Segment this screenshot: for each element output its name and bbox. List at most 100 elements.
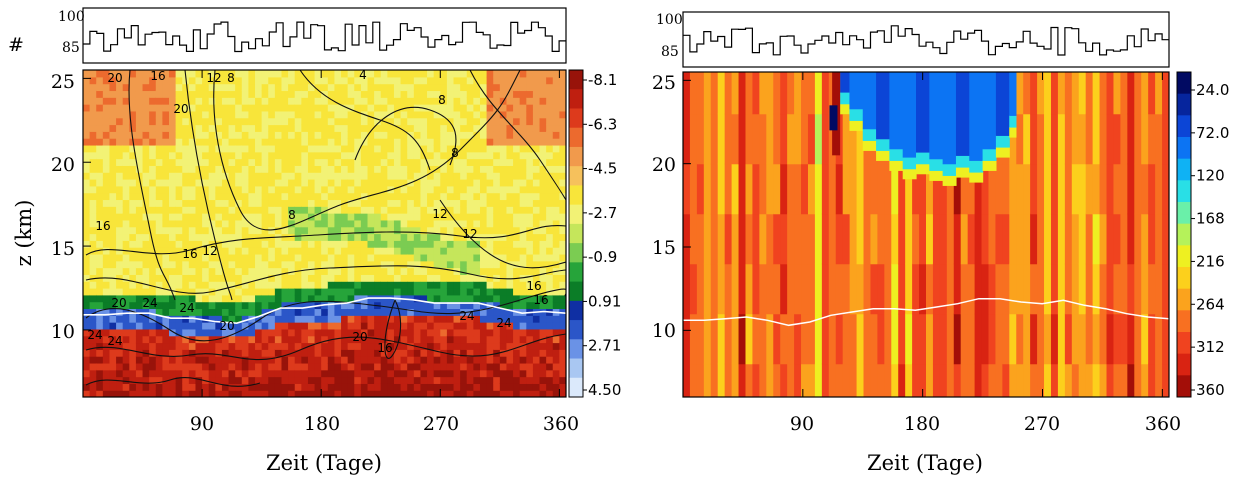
- heatmap-cell: [499, 76, 508, 85]
- heatmap-cell: [479, 349, 488, 357]
- heatmap-cell: [122, 308, 130, 316]
- heatmap-cell: [162, 288, 170, 296]
- heatmap-cell: [506, 172, 514, 180]
- heatmap-cell: [169, 240, 177, 248]
- heatmap-cell: [400, 158, 408, 166]
- heatmap-cell: [89, 138, 97, 146]
- heatmap-cell: [341, 226, 349, 235]
- heatmap-cell: [367, 117, 375, 126]
- heatmap-cell: [347, 165, 355, 173]
- heatmap-cell: [155, 179, 163, 187]
- heatmap-cell: [208, 253, 216, 262]
- heatmap-cell: [327, 274, 336, 282]
- heatmap-cell: [380, 219, 388, 228]
- heatmap-cell: [327, 369, 336, 378]
- heatmap-cell: [486, 240, 494, 248]
- heatmap-cell: [1030, 72, 1038, 115]
- heatmap-cell: [102, 131, 111, 139]
- heatmap-cell: [1030, 263, 1038, 315]
- heatmap-cell: [446, 240, 455, 248]
- heatmap-cell: [248, 124, 256, 132]
- heatmap-cell: [1134, 363, 1142, 397]
- heatmap-cell: [334, 376, 342, 384]
- heatmap-cell: [420, 253, 428, 262]
- heatmap-cell: [519, 199, 527, 207]
- heatmap-cell: [413, 267, 422, 275]
- heatmap-cell: [513, 328, 521, 337]
- heatmap-cell: [301, 97, 309, 105]
- heatmap-cell: [228, 240, 236, 248]
- heatmap-cell: [347, 213, 355, 221]
- heatmap-cell: [162, 83, 170, 92]
- heatmap-cell: [486, 185, 494, 194]
- heatmap-cell: [466, 376, 474, 384]
- heatmap-cell: [499, 315, 508, 323]
- heatmap-cell: [228, 117, 236, 126]
- heatmap-cell: [162, 144, 170, 153]
- heatmap-cell: [367, 247, 375, 255]
- heatmap-cell: [427, 83, 435, 92]
- heatmap-cell: [274, 83, 283, 92]
- heatmap-cell: [109, 151, 117, 160]
- heatmap-cell: [546, 76, 554, 85]
- heatmap-cell: [453, 165, 461, 173]
- heatmap-cell: [116, 335, 124, 344]
- heatmap-cell: [427, 206, 435, 214]
- heatmap-cell: [182, 301, 190, 310]
- heatmap-cell: [334, 335, 342, 344]
- heatmap-cell: [202, 185, 210, 194]
- heatmap-cell: [155, 97, 163, 105]
- heatmap-cell: [354, 97, 362, 105]
- heatmap-cell: [420, 70, 428, 78]
- heatmap-cell: [96, 362, 104, 371]
- heatmap-cell: [912, 163, 920, 215]
- heatmap-cell: [446, 213, 455, 221]
- heatmap-cell: [546, 274, 554, 282]
- heatmap-cell: [479, 267, 488, 275]
- heatmap-cell: [261, 226, 269, 235]
- heatmap-cell: [552, 165, 560, 173]
- heatmap-cell: [842, 263, 851, 315]
- heatmap-cell: [109, 349, 117, 357]
- heatmap-cell: [473, 104, 481, 112]
- heatmap-cell: [559, 356, 566, 364]
- heatmap-cell: [539, 322, 547, 330]
- heatmap-cell: [162, 172, 170, 180]
- heatmap-cell: [360, 117, 369, 126]
- heatmap-cell: [188, 97, 197, 105]
- heatmap-cell: [460, 165, 468, 173]
- heatmap-cell: [519, 328, 527, 337]
- heatmap-cell: [519, 117, 527, 126]
- heatmap-cell: [314, 97, 322, 105]
- heatmap-cell: [334, 322, 342, 330]
- heatmap-cell: [486, 281, 494, 289]
- heatmap-cell: [248, 390, 256, 397]
- heatmap-cell: [433, 294, 441, 303]
- heatmap-cell: [360, 206, 369, 214]
- heatmap-cell: [327, 206, 336, 214]
- heatmap-cell: [135, 117, 144, 126]
- heatmap-cell: [255, 213, 263, 221]
- heatmap-cell: [387, 219, 395, 228]
- heatmap-cell: [546, 192, 554, 201]
- heatmap-cell: [129, 117, 137, 126]
- heatmap-cell: [473, 192, 481, 201]
- heatmap-cell: [354, 342, 362, 350]
- heatmap-cell: [102, 260, 111, 269]
- heatmap-cell: [440, 362, 448, 371]
- heatmap-cell: [116, 260, 124, 269]
- heatmap-cell: [374, 117, 382, 126]
- heatmap-cell: [334, 219, 342, 228]
- heatmap-cell: [559, 281, 566, 289]
- heatmap-cell: [995, 363, 1003, 397]
- heatmap-cell: [1092, 213, 1101, 265]
- heatmap-cell: [807, 263, 816, 315]
- heatmap-cell: [519, 206, 527, 214]
- heatmap-cell: [466, 288, 474, 296]
- heatmap-cell: [513, 206, 521, 214]
- heatmap-cell: [473, 213, 481, 221]
- heatmap-cell: [347, 267, 355, 275]
- heatmap-cell: [1078, 72, 1087, 115]
- heatmap-cell: [341, 322, 349, 330]
- heatmap-cell: [241, 206, 250, 214]
